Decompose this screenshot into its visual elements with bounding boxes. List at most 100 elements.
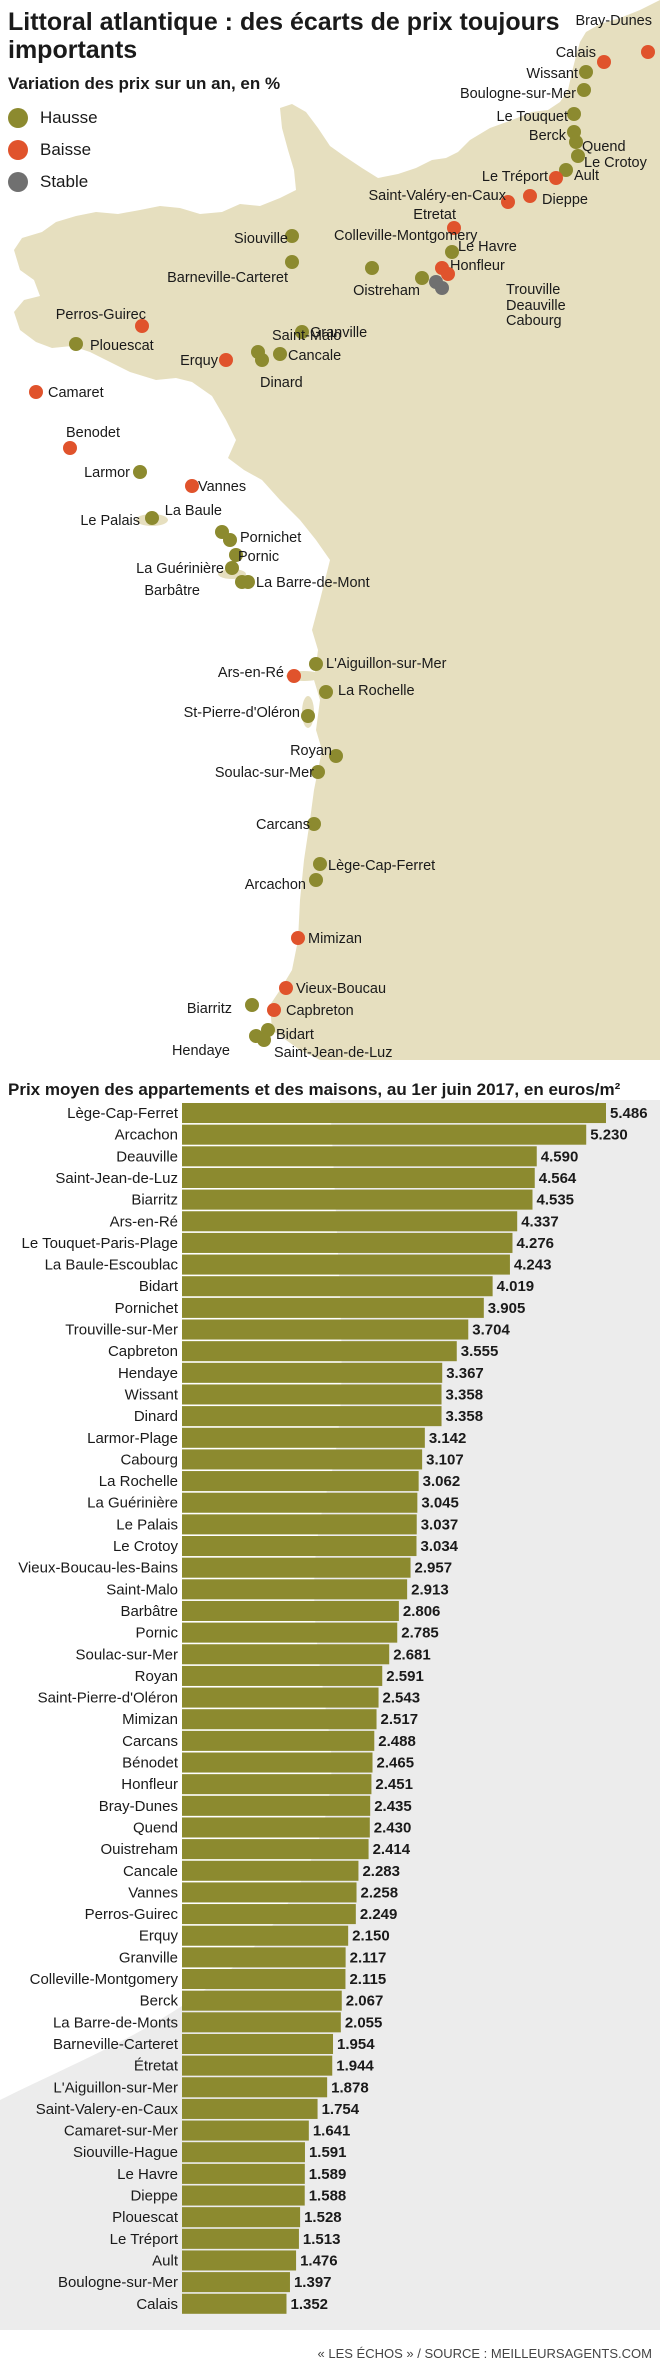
- bar: [182, 1579, 408, 1600]
- bar-value-label: 2.591: [386, 1668, 424, 1685]
- bar-row: Le Tréport 1.513: [110, 2228, 340, 2249]
- city-barneville-carteret: Barneville-Carteret: [167, 255, 299, 286]
- city-dot: [135, 319, 149, 333]
- bar-value-label: 1.878: [331, 2079, 369, 2096]
- bar-value-label: 2.055: [345, 2014, 383, 2031]
- bar-value-label: 4.243: [514, 1257, 552, 1274]
- legend-label: Hausse: [40, 108, 98, 127]
- bar-row: Saint-Jean-de-Luz 4.564: [55, 1167, 577, 1188]
- bar-category-label: Le Touquet-Paris-Plage: [22, 1235, 179, 1252]
- bar-value-label: 2.249: [360, 1906, 398, 1923]
- bar-row: Cabourg 3.107: [120, 1449, 464, 1470]
- city-dot: [285, 229, 299, 243]
- bar-row: Mimizan 2.517: [122, 1709, 419, 1730]
- bar: [182, 1774, 372, 1795]
- city-label: Mimizan: [308, 931, 362, 947]
- city-dot: [523, 189, 537, 203]
- bar-row: Erquy 2.150: [139, 1925, 390, 1946]
- city-vannes: Vannes: [185, 479, 246, 495]
- bar: [182, 1406, 442, 1427]
- bar-row: La Guérinière 3.045: [87, 1492, 459, 1513]
- city-dot: [311, 765, 325, 779]
- bar-value-label: 2.283: [362, 1863, 400, 1880]
- bar-category-label: Pornic: [135, 1625, 178, 1642]
- city-oistreham: Oistreham: [353, 271, 429, 299]
- bar-category-label: Colleville-Montgomery: [30, 1971, 179, 1988]
- city-label: Le Tréport: [482, 169, 548, 185]
- legend-dot-icon: [8, 172, 28, 192]
- bar: [182, 1557, 411, 1578]
- city-la-barre-de-mont: La Barre-de-Mont: [241, 575, 370, 591]
- bar-category-label: Cancale: [123, 1863, 178, 1880]
- bar-value-label: 3.905: [488, 1300, 526, 1317]
- bar-value-label: 2.517: [381, 1711, 419, 1728]
- bar-row: Lège-Cap-Ferret 5.486: [67, 1103, 648, 1124]
- bar-row: Larmor-Plage 3.142: [87, 1427, 466, 1448]
- bar-row: Le Crotoy 3.034: [113, 1536, 459, 1557]
- city-dot: [445, 245, 459, 259]
- bar-value-label: 2.785: [401, 1625, 439, 1642]
- city-dot: [307, 817, 321, 831]
- bar-category-label: La Barre-de-Monts: [53, 2014, 178, 2031]
- bar-value-label: 5.230: [590, 1127, 628, 1144]
- bar: [182, 1665, 383, 1686]
- bar: [182, 1644, 390, 1665]
- city-etretat: Etretat: [413, 207, 461, 235]
- city-label: Bray-Dunes: [575, 13, 652, 29]
- bar: [182, 1103, 606, 1124]
- city-dot: [255, 353, 269, 367]
- city-deauville: Deauville: [429, 275, 566, 314]
- bar: [182, 1709, 377, 1730]
- bar: [182, 1860, 359, 1881]
- bar: [182, 1167, 535, 1188]
- city-dot: [219, 353, 233, 367]
- bar-category-label: Ault: [152, 2252, 179, 2269]
- bar-value-label: 1.944: [336, 2058, 374, 2075]
- bar-category-label: Le Tréport: [110, 2231, 179, 2248]
- city-dot: [447, 221, 461, 235]
- bar-category-label: Perros-Guirec: [85, 1906, 179, 1923]
- bar-value-label: 2.435: [374, 1798, 412, 1815]
- source-credit: « LES ÉCHOS » / SOURCE : MEILLEURSAGENTS…: [317, 2346, 652, 2361]
- city-label: Bidart: [276, 1027, 314, 1043]
- legend-dot-icon: [8, 140, 28, 160]
- city-boulogne-sur-mer: Boulogne-sur-Mer: [460, 83, 591, 102]
- city-label: Barbâtre: [144, 583, 200, 599]
- bar-category-label: Étretat: [134, 2058, 179, 2075]
- city-label: Vieux-Boucau: [296, 981, 386, 997]
- city-label: Boulogne-sur-Mer: [460, 86, 576, 102]
- city-label: Etretat: [413, 207, 456, 223]
- city-label: Barneville-Carteret: [167, 270, 288, 286]
- bar: [182, 1254, 510, 1275]
- bar-value-label: 1.954: [337, 2036, 375, 2053]
- bar-row: Étretat 1.944: [134, 2055, 374, 2076]
- bar-row: Granville 2.117: [119, 1947, 386, 1968]
- bar-value-label: 2.150: [352, 1928, 390, 1945]
- city-capbreton: Capbreton: [267, 1003, 354, 1019]
- bar-row: Honfleur 2.451: [121, 1774, 413, 1795]
- city-label: Vannes: [198, 479, 246, 495]
- bar-value-label: 2.451: [375, 1776, 413, 1793]
- city-label: Soulac-sur-Mer: [215, 765, 314, 781]
- legend-label: Stable: [40, 172, 89, 191]
- legend-item-hausse: Hausse: [8, 106, 98, 130]
- city-bray-dunes: Bray-Dunes: [575, 13, 655, 59]
- bar-value-label: 2.957: [415, 1560, 453, 1577]
- bar-category-label: Deauville: [116, 1148, 178, 1165]
- city-dot: [579, 65, 593, 79]
- bar: [182, 1947, 346, 1968]
- bar-value-label: 2.465: [377, 1755, 415, 1772]
- city-label: Le Crotoy: [584, 155, 648, 171]
- bar-row: Soulac-sur-Mer 2.681: [75, 1644, 431, 1665]
- bar: [182, 2055, 333, 2076]
- bar-row: Bray-Dunes 2.435: [99, 1795, 412, 1816]
- city-dot: [365, 261, 379, 275]
- city-mimizan: Mimizan: [291, 931, 362, 947]
- coastline-map: Bray-Dunes Calais Wissant Boulogne-sur-Mer L…: [14, 0, 660, 1061]
- bar-value-label: 4.564: [539, 1170, 577, 1187]
- city-la-gu-rini-re: La Guérinière: [136, 561, 239, 577]
- bar-row: Dinard 3.358: [134, 1406, 483, 1427]
- bar: [182, 2033, 334, 2054]
- bar-value-label: 2.430: [374, 1819, 412, 1836]
